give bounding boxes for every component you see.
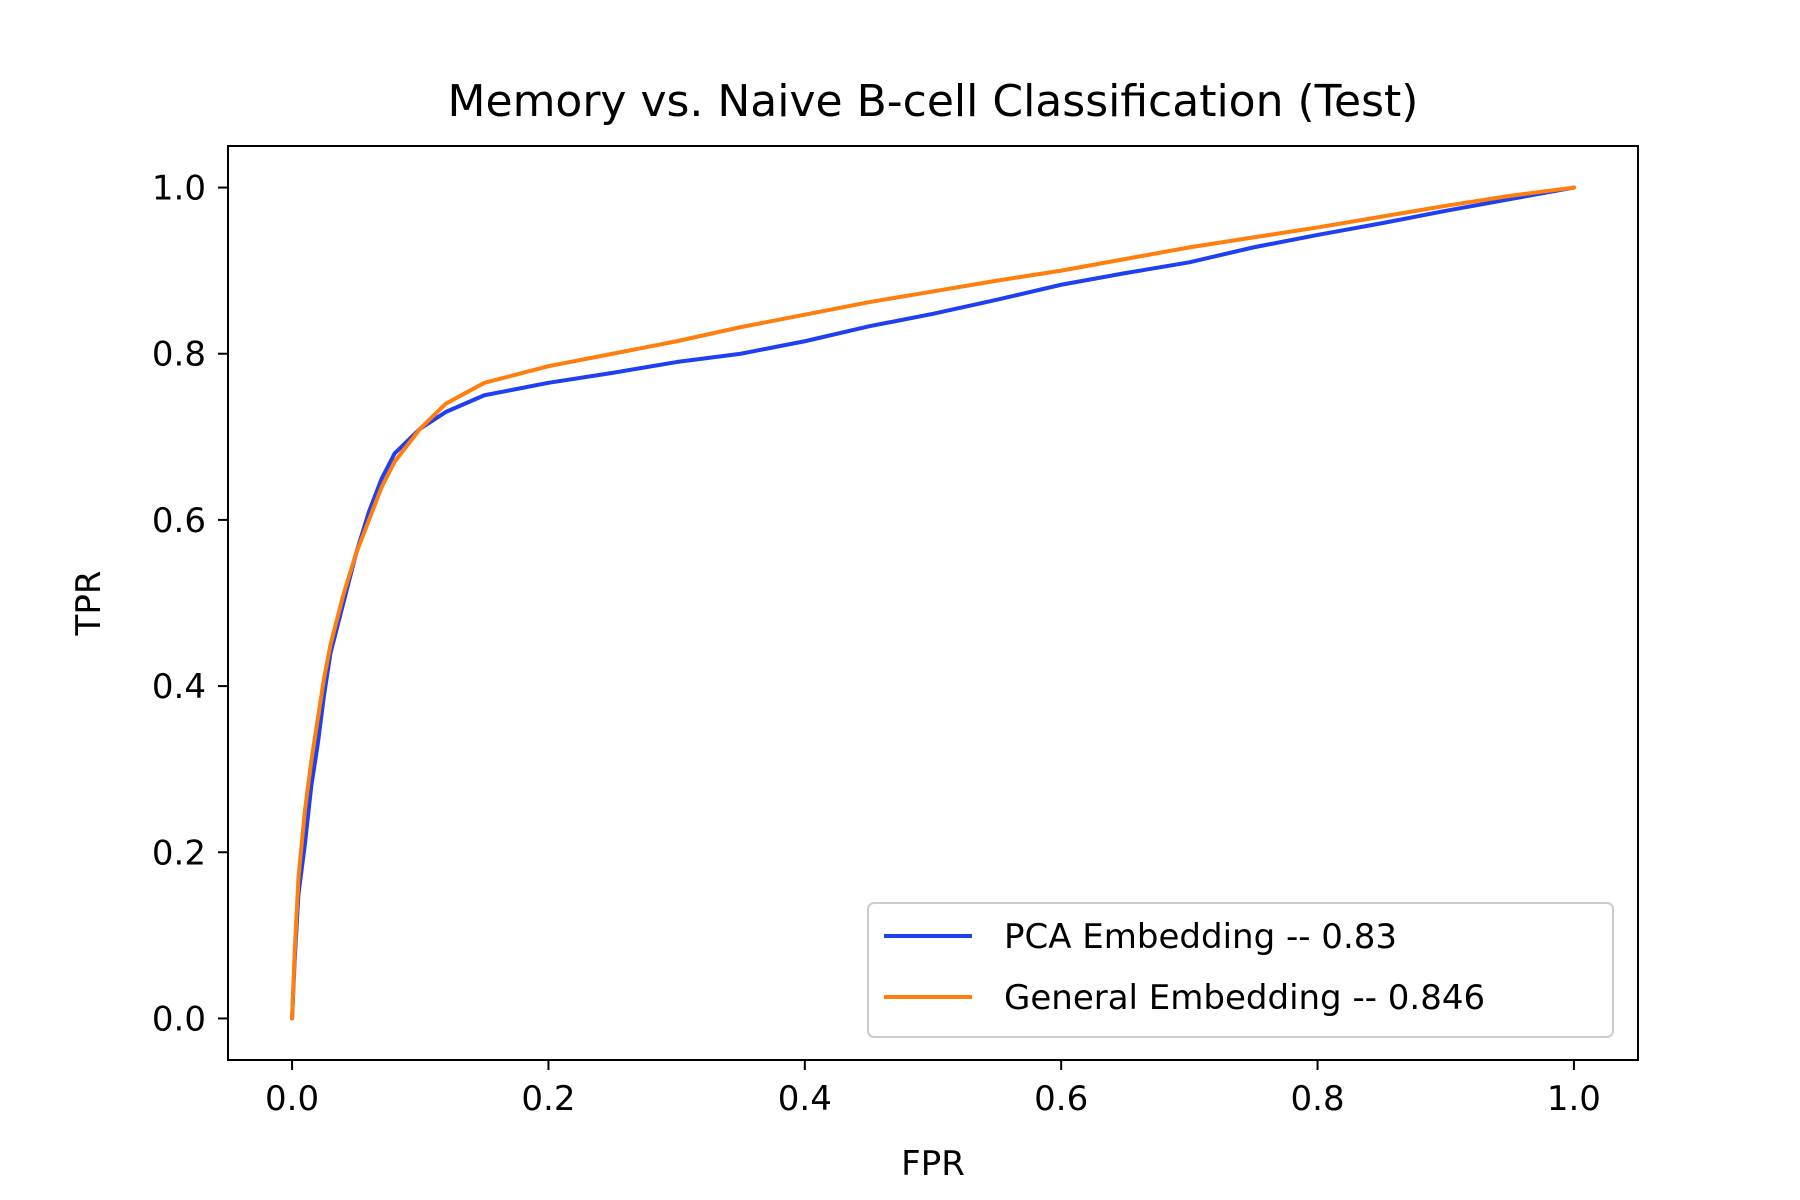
series-line-pca xyxy=(290,185,1576,1021)
y-tick-label: 0.2 xyxy=(152,833,206,873)
x-tick-label: 0.0 xyxy=(265,1079,319,1119)
legend: PCA Embedding -- 0.83 General Embedding … xyxy=(867,902,1614,1038)
x-tick-label: 0.2 xyxy=(521,1079,575,1119)
x-axis-ticks: 0.0 0.2 0.4 0.6 0.8 1.0 xyxy=(265,1060,1601,1119)
y-tick-label: 0.6 xyxy=(152,501,206,541)
x-axis-label: FPR xyxy=(901,1144,965,1184)
series-line-general xyxy=(290,185,1576,1021)
plot-frame xyxy=(227,145,1639,1061)
y-tick-label: 0.4 xyxy=(152,667,206,707)
x-tick-label: 0.6 xyxy=(1034,1079,1088,1119)
y-tick-label: 0.0 xyxy=(152,999,206,1039)
x-tick-label: 0.8 xyxy=(1291,1079,1345,1119)
x-tick-label: 1.0 xyxy=(1547,1079,1601,1119)
y-axis-ticks: 0.0 0.2 0.4 0.6 0.8 1.0 xyxy=(152,169,228,1039)
plot-lines xyxy=(290,185,1576,1021)
chart-title: Memory vs. Naive B-cell Classification (… xyxy=(448,76,1419,127)
y-tick-label: 1.0 xyxy=(152,169,206,209)
x-tick-label: 0.4 xyxy=(778,1079,832,1119)
legend-box xyxy=(867,902,1614,1038)
y-tick-label: 0.8 xyxy=(152,335,206,375)
legend-label-general: General Embedding -- 0.846 xyxy=(1004,978,1485,1018)
legend-label-pca: PCA Embedding -- 0.83 xyxy=(1004,917,1397,957)
y-axis-label: TPR xyxy=(69,571,109,637)
